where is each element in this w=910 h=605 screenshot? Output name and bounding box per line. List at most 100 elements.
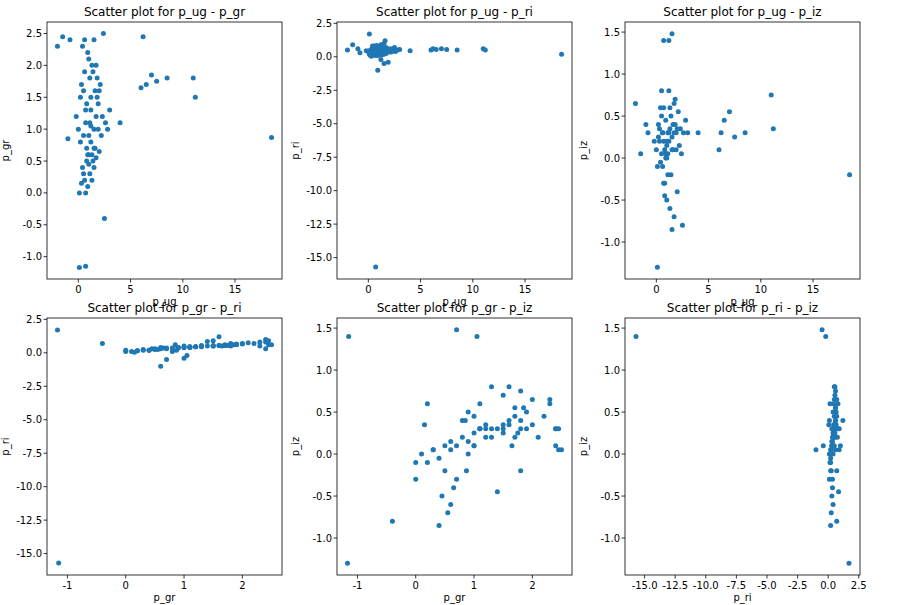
point — [88, 95, 93, 100]
x-tick-label: 2 — [239, 580, 245, 591]
x-tick — [125, 575, 126, 579]
x-tick — [813, 279, 814, 283]
point — [542, 414, 547, 419]
points — [345, 32, 564, 270]
point — [193, 344, 198, 349]
point — [88, 139, 93, 144]
point — [833, 418, 838, 423]
point — [149, 72, 154, 77]
point — [82, 69, 87, 74]
point — [205, 339, 210, 344]
y-tick-label: -15.0 — [306, 252, 332, 263]
point — [652, 139, 657, 144]
x-tick — [472, 279, 473, 283]
point — [451, 485, 456, 490]
point — [240, 341, 245, 346]
y-tick-label: 2.5 — [316, 18, 332, 29]
point — [375, 68, 380, 73]
point — [84, 146, 89, 151]
point — [663, 151, 668, 156]
point — [78, 139, 83, 144]
point — [556, 447, 561, 452]
point — [79, 82, 84, 87]
point — [373, 264, 378, 269]
y-tick — [334, 328, 338, 329]
y-tick-label: -15.0 — [16, 548, 42, 559]
point — [83, 108, 88, 113]
point — [100, 341, 105, 346]
point — [439, 46, 444, 51]
point — [536, 435, 541, 440]
y-tick — [334, 90, 338, 91]
x-tick — [78, 279, 79, 283]
axes-frame — [47, 22, 282, 279]
point — [832, 426, 837, 431]
point — [86, 133, 91, 138]
y-tick — [334, 23, 338, 24]
point — [696, 130, 701, 135]
plot-area — [337, 22, 572, 279]
y-tick — [44, 97, 48, 98]
point — [507, 418, 512, 423]
point — [187, 345, 192, 350]
x-tick — [474, 575, 475, 579]
point — [717, 147, 722, 152]
y-tick — [44, 192, 48, 193]
point — [158, 364, 163, 369]
point — [832, 414, 837, 419]
point — [547, 397, 552, 402]
x-tick — [420, 279, 421, 283]
point — [211, 343, 216, 348]
point — [661, 181, 666, 186]
x-axis-label: p_gr — [154, 592, 177, 604]
point — [187, 344, 192, 349]
point — [483, 48, 488, 53]
y-tick-label: 1.5 — [604, 27, 620, 38]
point — [55, 44, 60, 49]
plot-area — [625, 318, 860, 575]
y-axis-label: p_iz — [290, 437, 302, 456]
x-tick-label: 10 — [176, 284, 189, 295]
point — [664, 156, 669, 161]
point — [199, 343, 204, 348]
point — [88, 108, 93, 113]
point — [90, 69, 95, 74]
point — [837, 447, 842, 452]
point — [419, 452, 424, 457]
point — [769, 93, 774, 98]
point — [501, 422, 506, 427]
point — [431, 447, 436, 452]
x-tick-label: 15 — [807, 284, 820, 295]
point — [732, 135, 737, 140]
point — [489, 426, 494, 431]
y-tick-label: 0.5 — [26, 156, 42, 167]
subplot: 051015-1.0-0.50.00.51.01.52.02.5Scatter … — [0, 5, 282, 308]
point — [662, 193, 667, 198]
point — [350, 42, 355, 47]
point — [820, 327, 825, 332]
point — [85, 152, 90, 157]
point — [645, 130, 650, 135]
y-tick-label: 1.0 — [26, 124, 42, 135]
point — [193, 95, 198, 100]
point — [455, 48, 460, 53]
y-axis-label: p_ri — [290, 141, 302, 159]
y-tick-label: 2.5 — [26, 28, 42, 39]
point — [474, 334, 479, 339]
y-tick-label: -0.5 — [312, 491, 332, 502]
y-tick-label: 0.0 — [316, 51, 332, 62]
point — [83, 120, 88, 125]
x-tick-label: -2.5 — [788, 580, 808, 591]
point — [211, 344, 216, 349]
point — [364, 48, 369, 53]
point — [834, 519, 839, 524]
point — [80, 44, 85, 49]
y-tick-label: 0.5 — [316, 407, 332, 418]
point — [831, 426, 836, 431]
point — [489, 384, 494, 389]
point — [477, 426, 482, 431]
x-tick-label: 15 — [519, 284, 532, 295]
y-tick-label: 0.0 — [604, 153, 620, 164]
point — [408, 48, 413, 53]
points — [633, 31, 852, 269]
